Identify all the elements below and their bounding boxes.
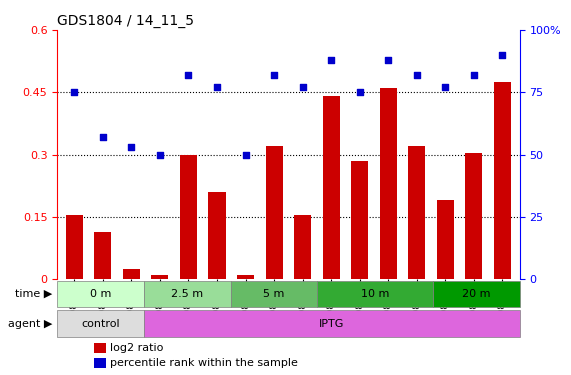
Text: 10 m: 10 m bbox=[361, 289, 389, 299]
Bar bbox=[94, 231, 111, 279]
Point bbox=[412, 72, 421, 78]
Text: time ▶: time ▶ bbox=[15, 289, 53, 299]
Point bbox=[355, 89, 364, 95]
FancyBboxPatch shape bbox=[231, 281, 317, 308]
Bar bbox=[380, 88, 397, 279]
Bar bbox=[323, 96, 340, 279]
Point bbox=[155, 152, 164, 157]
FancyBboxPatch shape bbox=[144, 310, 520, 337]
Point bbox=[384, 57, 393, 63]
FancyBboxPatch shape bbox=[433, 281, 520, 308]
FancyBboxPatch shape bbox=[144, 281, 231, 308]
Point bbox=[98, 134, 107, 140]
Bar bbox=[208, 192, 226, 279]
Bar bbox=[94, 344, 106, 353]
Point bbox=[441, 84, 450, 90]
Text: IPTG: IPTG bbox=[319, 319, 344, 329]
FancyBboxPatch shape bbox=[317, 281, 433, 308]
Bar bbox=[266, 146, 283, 279]
Bar bbox=[237, 275, 254, 279]
Bar bbox=[437, 200, 454, 279]
Point bbox=[70, 89, 79, 95]
Text: percentile rank within the sample: percentile rank within the sample bbox=[110, 358, 298, 368]
Bar bbox=[123, 269, 140, 279]
Bar bbox=[94, 358, 106, 368]
Bar bbox=[494, 82, 511, 279]
Bar bbox=[408, 146, 425, 279]
Text: 0 m: 0 m bbox=[90, 289, 111, 299]
Point bbox=[469, 72, 478, 78]
Text: 5 m: 5 m bbox=[263, 289, 284, 299]
Bar bbox=[151, 275, 168, 279]
Text: GDS1804 / 14_11_5: GDS1804 / 14_11_5 bbox=[57, 13, 194, 28]
Bar bbox=[351, 161, 368, 279]
Point bbox=[212, 84, 222, 90]
Bar bbox=[66, 215, 83, 279]
Point bbox=[184, 72, 193, 78]
Text: 20 m: 20 m bbox=[462, 289, 490, 299]
Bar bbox=[465, 153, 482, 279]
Text: log2 ratio: log2 ratio bbox=[110, 344, 164, 353]
Text: control: control bbox=[81, 319, 120, 329]
FancyBboxPatch shape bbox=[57, 281, 144, 308]
Point bbox=[498, 52, 507, 58]
Point bbox=[270, 72, 279, 78]
Text: 2.5 m: 2.5 m bbox=[171, 289, 203, 299]
Point bbox=[127, 144, 136, 150]
Point bbox=[327, 57, 336, 63]
FancyBboxPatch shape bbox=[57, 310, 144, 337]
Bar bbox=[294, 215, 311, 279]
Text: agent ▶: agent ▶ bbox=[8, 319, 53, 329]
Point bbox=[298, 84, 307, 90]
Bar bbox=[180, 154, 197, 279]
Point bbox=[241, 152, 250, 157]
